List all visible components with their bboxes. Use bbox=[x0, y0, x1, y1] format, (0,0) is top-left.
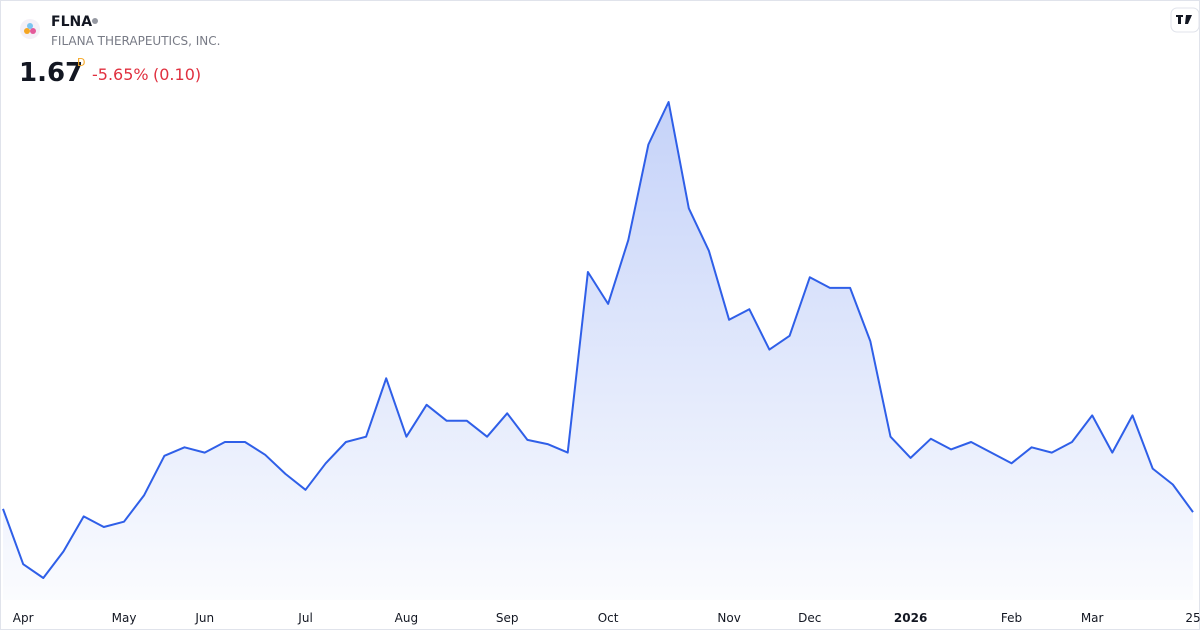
x-tick-label: Apr bbox=[13, 611, 34, 625]
logo-dot bbox=[24, 28, 30, 34]
logo-dot bbox=[27, 23, 33, 29]
symbol: FLNA bbox=[51, 14, 92, 30]
x-tick-label: May bbox=[112, 611, 137, 625]
logo-dot bbox=[30, 28, 36, 34]
x-tick-label: Sep bbox=[496, 611, 519, 625]
brand-mark bbox=[1176, 15, 1192, 24]
x-tick-label: Aug bbox=[395, 611, 418, 625]
plot: Apr May Jun Jul Aug Sep Oct Nov Dec 2026 Feb Mar 25 bbox=[2, 101, 1200, 625]
change-percent: -5.65% bbox=[92, 65, 149, 84]
x-tick-label: Dec bbox=[798, 611, 821, 625]
company-name: FILANA THERAPEUTICS, INC. bbox=[51, 34, 220, 48]
brand-logo[interactable] bbox=[1170, 7, 1200, 33]
x-tick-label: 2026 bbox=[894, 611, 927, 625]
price-line bbox=[2, 101, 1194, 579]
x-tick-label: Nov bbox=[717, 611, 740, 625]
x-tick-label: Jun bbox=[194, 611, 214, 625]
change-abs: (0.10) bbox=[153, 65, 201, 84]
area-fill bbox=[3, 102, 1193, 600]
x-tick-label: 25 bbox=[1185, 611, 1200, 625]
status-dot bbox=[92, 18, 98, 24]
x-tick-label: Feb bbox=[1001, 611, 1022, 625]
x-tick-label: Oct bbox=[598, 611, 619, 625]
price-flag: D bbox=[77, 56, 85, 69]
price: 1.67 bbox=[19, 58, 83, 88]
x-tick-label: Jul bbox=[297, 611, 312, 625]
x-tick-label: Mar bbox=[1081, 611, 1104, 625]
